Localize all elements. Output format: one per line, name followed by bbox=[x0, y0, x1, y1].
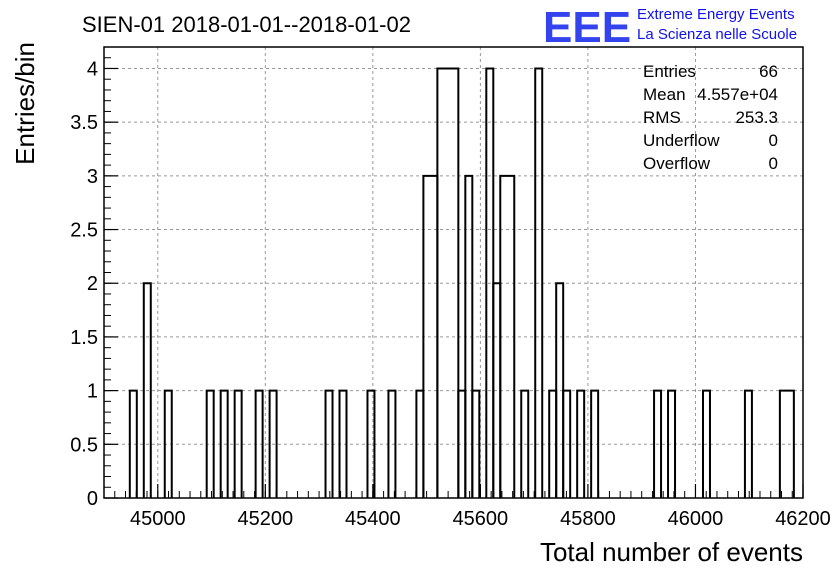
y-tick-label: 0.5 bbox=[70, 434, 98, 456]
histogram-bin-2 bbox=[163, 389, 173, 498]
histogram-bin-10 bbox=[366, 389, 376, 498]
stat-value: 0 bbox=[769, 154, 778, 173]
y-tick-label: 3.5 bbox=[70, 112, 98, 134]
y-tick-label: 1 bbox=[87, 381, 98, 403]
histogram-bin-27 bbox=[590, 389, 600, 498]
y-tick-label: 1.5 bbox=[70, 327, 98, 349]
logo: EEE Extreme Energy Events La Scienza nel… bbox=[543, 3, 797, 52]
y-tick-label: 2 bbox=[87, 273, 98, 295]
histogram-bin-22 bbox=[534, 67, 544, 498]
histogram-bin-5 bbox=[233, 389, 243, 498]
eee-logo-mark: EEE bbox=[543, 3, 631, 52]
x-tick-label: 45200 bbox=[237, 508, 293, 530]
y-tick-label: 4 bbox=[87, 58, 98, 80]
histogram-bin-9 bbox=[338, 389, 348, 498]
logo-line-2: La Scienza nelle Scuole bbox=[637, 26, 797, 43]
x-tick-label: 45400 bbox=[345, 508, 401, 530]
histogram-bin-17 bbox=[471, 389, 481, 498]
histogram-bin-28 bbox=[653, 389, 663, 498]
x-axis-title: Total number of events bbox=[540, 537, 803, 567]
x-tick-label: 46000 bbox=[668, 508, 724, 530]
stat-label: Overflow bbox=[643, 154, 711, 173]
histogram-bin-3 bbox=[205, 389, 215, 498]
histogram-bin-16 bbox=[464, 174, 474, 498]
histogram-bin-32 bbox=[778, 389, 795, 498]
stat-label: Mean bbox=[643, 85, 686, 104]
stat-value: 0 bbox=[769, 131, 778, 150]
histogram-bin-20 bbox=[499, 174, 516, 498]
histogram-bin-26 bbox=[576, 389, 586, 498]
histogram-bin-25 bbox=[562, 389, 572, 498]
x-tick-label: 45600 bbox=[453, 508, 509, 530]
stat-value: 4.557e+04 bbox=[697, 85, 778, 104]
stat-label: Entries bbox=[643, 62, 696, 81]
stats-box: Entries 66 Mean 4.557e+04 RMS 253.3 Underflow 0… bbox=[643, 62, 778, 173]
stat-label: RMS bbox=[643, 108, 681, 127]
histogram-bin-1 bbox=[142, 282, 152, 498]
x-tick-label: 45000 bbox=[130, 508, 186, 530]
stat-value: 66 bbox=[759, 62, 778, 81]
histogram-bin-0 bbox=[128, 389, 138, 498]
histogram-bin-14 bbox=[436, 67, 460, 498]
chart-title: SIEN-01 2018-01-01--2018-01-02 bbox=[82, 12, 411, 37]
histogram-bin-31 bbox=[743, 389, 753, 498]
x-tick-label: 46200 bbox=[775, 508, 831, 530]
x-tick-label: 45800 bbox=[560, 508, 616, 530]
histogram-bins bbox=[128, 67, 795, 498]
histogram-bin-29 bbox=[667, 389, 677, 498]
y-tick-label: 2.5 bbox=[70, 220, 98, 242]
y-tick-label: 3 bbox=[87, 166, 98, 188]
histogram-bin-21 bbox=[520, 389, 530, 498]
histogram-bin-6 bbox=[254, 389, 264, 498]
y-tick-label: 0 bbox=[87, 488, 98, 510]
histogram-bin-30 bbox=[701, 389, 711, 498]
histogram-bin-4 bbox=[219, 389, 229, 498]
y-axis-title: Entries/bin bbox=[10, 42, 40, 165]
histogram-bin-7 bbox=[268, 389, 278, 498]
logo-line-1: Extreme Energy Events bbox=[637, 6, 795, 23]
axes: 0 0.5 1 1.5 2 2.5 3 3.5 4 45000 45200 45400 45600 458… bbox=[70, 46, 831, 530]
stat-label: Underflow bbox=[643, 131, 720, 150]
histogram-bin-11 bbox=[387, 389, 397, 498]
stat-value: 253.3 bbox=[735, 108, 778, 127]
histogram-bin-8 bbox=[324, 389, 334, 498]
